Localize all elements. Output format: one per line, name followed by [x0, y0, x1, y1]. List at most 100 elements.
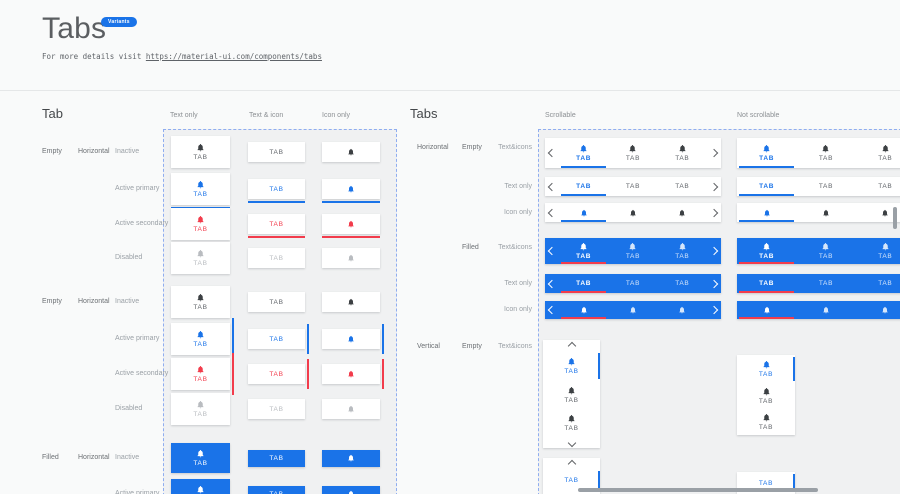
tab-cell[interactable]: TAB — [171, 173, 230, 209]
tab[interactable]: TAB — [658, 138, 707, 168]
tab-cell[interactable]: TAB — [171, 318, 234, 360]
tab[interactable]: TAB — [608, 177, 657, 196]
chevron-left-icon[interactable] — [547, 208, 557, 217]
tab-cell[interactable] — [322, 359, 384, 389]
tab[interactable] — [608, 301, 657, 319]
tab[interactable]: TAB — [796, 177, 855, 196]
tab[interactable]: TAB — [543, 381, 600, 409]
tab-cell[interactable]: TAB — [248, 324, 309, 354]
tab-cell[interactable]: TAB — [248, 399, 305, 419]
chevron-right-icon[interactable] — [709, 148, 719, 158]
tab-cell[interactable]: TAB — [248, 449, 305, 467]
tab-cell[interactable] — [322, 142, 380, 162]
chevron-up-icon[interactable] — [567, 341, 576, 350]
chevron-left-icon[interactable] — [547, 279, 557, 288]
tab[interactable] — [658, 203, 707, 222]
chevron-right-icon[interactable] — [709, 246, 719, 256]
tab-cell[interactable]: TAB — [171, 393, 230, 425]
tab[interactable] — [737, 203, 796, 222]
tab[interactable]: TAB — [796, 138, 855, 168]
tab-cell[interactable] — [322, 179, 380, 203]
tab-cell[interactable] — [322, 214, 380, 238]
tab-cell[interactable]: TAB — [171, 208, 230, 244]
tab-cell[interactable]: TAB — [171, 443, 230, 473]
chevron-right-icon[interactable] — [709, 208, 719, 217]
scroll-up-button[interactable] — [543, 340, 600, 351]
scroll-left-button[interactable] — [545, 203, 559, 222]
horizontal-scrollbar-thumb[interactable] — [578, 488, 818, 492]
tab-cell[interactable] — [322, 449, 380, 467]
chevron-left-icon[interactable] — [547, 246, 557, 256]
chevron-right-icon[interactable] — [709, 305, 719, 315]
tab[interactable]: TAB — [737, 472, 795, 494]
scroll-right-button[interactable] — [707, 274, 721, 293]
scroll-left-button[interactable] — [545, 238, 559, 264]
tab[interactable]: TAB — [608, 274, 657, 293]
scroll-right-button[interactable] — [707, 138, 721, 168]
tab[interactable]: TAB — [737, 409, 795, 435]
tab-cell[interactable]: TAB — [171, 479, 230, 494]
chevron-down-icon[interactable] — [567, 438, 576, 447]
tab-cell[interactable]: TAB — [171, 242, 230, 274]
tab[interactable] — [559, 203, 608, 222]
tab[interactable]: TAB — [856, 238, 900, 264]
chevron-left-icon[interactable] — [547, 305, 557, 315]
vertical-scrollbar-thumb[interactable] — [893, 207, 897, 229]
tab[interactable]: TAB — [856, 274, 900, 293]
tab-cell[interactable]: TAB — [248, 359, 309, 389]
scroll-left-button[interactable] — [545, 138, 559, 168]
scroll-left-button[interactable] — [545, 301, 559, 319]
tab[interactable]: TAB — [559, 138, 608, 168]
scroll-right-button[interactable] — [707, 238, 721, 264]
tab-cell[interactable] — [322, 399, 380, 419]
tab-cell[interactable]: TAB — [248, 248, 305, 268]
tab-cell[interactable]: TAB — [248, 292, 305, 312]
tab-cell[interactable]: TAB — [248, 142, 305, 162]
tab-cell[interactable] — [322, 248, 380, 268]
tab[interactable]: TAB — [856, 177, 900, 196]
tab[interactable]: TAB — [796, 274, 855, 293]
tab-cell[interactable]: TAB — [171, 286, 230, 318]
tab-cell[interactable]: TAB — [248, 485, 305, 494]
docs-link[interactable]: https://material-ui.com/components/tabs — [145, 52, 322, 61]
tab[interactable]: TAB — [559, 177, 608, 196]
chevron-right-icon[interactable] — [709, 182, 719, 191]
tab[interactable]: TAB — [737, 138, 796, 168]
tab[interactable]: TAB — [543, 409, 600, 437]
tab[interactable]: TAB — [608, 238, 657, 264]
tab-cell[interactable] — [322, 485, 380, 494]
tab[interactable]: TAB — [658, 274, 707, 293]
tab[interactable]: TAB — [559, 238, 608, 264]
tab[interactable] — [658, 301, 707, 319]
tab[interactable]: TAB — [796, 238, 855, 264]
scroll-right-button[interactable] — [707, 203, 721, 222]
tab[interactable]: TAB — [737, 177, 796, 196]
tab-cell[interactable]: TAB — [248, 179, 305, 203]
tab[interactable] — [608, 203, 657, 222]
tab-cell[interactable]: TAB — [171, 136, 230, 168]
tab[interactable]: TAB — [559, 274, 608, 293]
tab[interactable]: TAB — [737, 355, 795, 383]
tab[interactable] — [737, 301, 796, 319]
chevron-left-icon[interactable] — [547, 148, 557, 158]
tab[interactable]: TAB — [608, 138, 657, 168]
scroll-right-button[interactable] — [707, 177, 721, 196]
tab[interactable] — [796, 203, 855, 222]
chevron-up-icon[interactable] — [567, 459, 576, 468]
tab-cell[interactable] — [322, 324, 384, 354]
tab[interactable] — [856, 203, 900, 222]
tab[interactable] — [796, 301, 855, 319]
chevron-left-icon[interactable] — [547, 182, 557, 191]
tab[interactable] — [856, 301, 900, 319]
tab[interactable] — [559, 301, 608, 319]
tab[interactable]: TAB — [658, 177, 707, 196]
tab-cell[interactable] — [322, 292, 380, 312]
chevron-right-icon[interactable] — [709, 279, 719, 288]
tab[interactable]: TAB — [737, 274, 796, 293]
tab[interactable]: TAB — [856, 138, 900, 168]
tab-cell[interactable]: TAB — [248, 214, 305, 238]
scroll-left-button[interactable] — [545, 177, 559, 196]
tab[interactable]: TAB — [543, 351, 600, 381]
scroll-down-button[interactable] — [543, 437, 600, 448]
scroll-left-button[interactable] — [545, 274, 559, 293]
